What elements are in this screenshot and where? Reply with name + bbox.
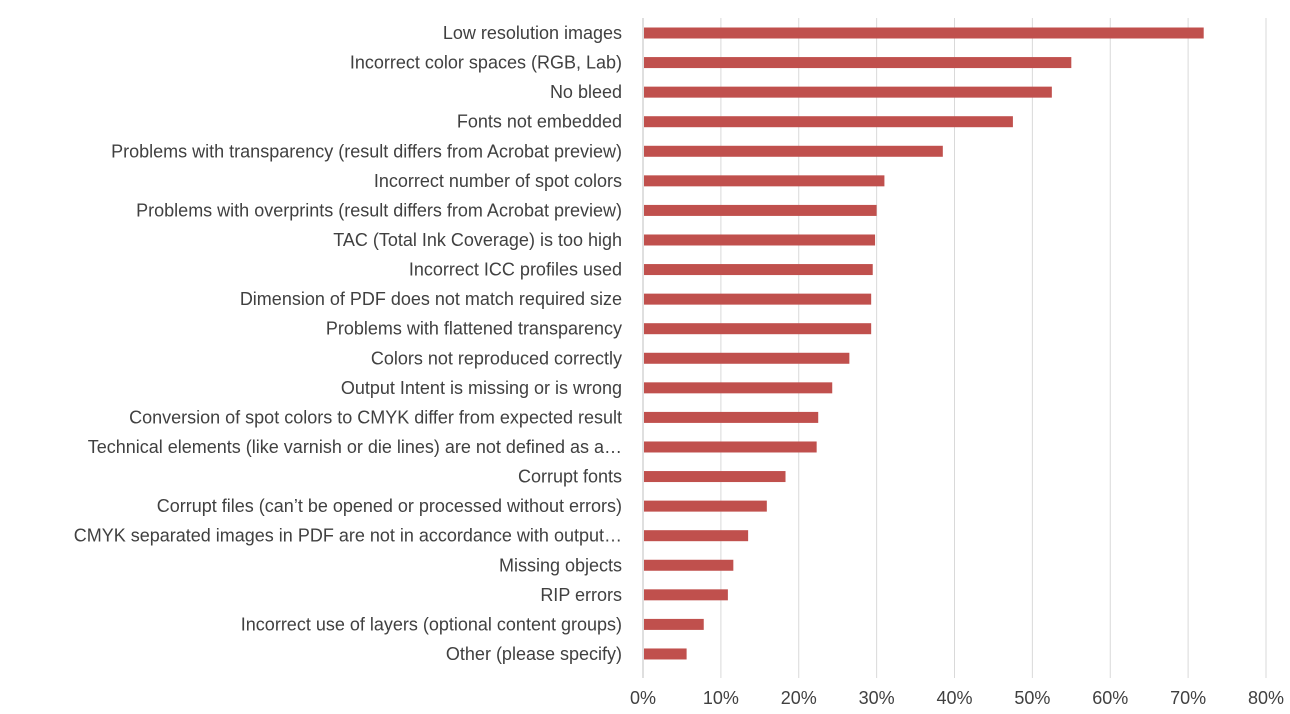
- category-label: Incorrect use of layers (optional conten…: [241, 614, 622, 634]
- category-label: TAC (Total Ink Coverage) is too high: [333, 230, 622, 250]
- x-tick-label: 40%: [936, 688, 972, 708]
- bar: [644, 175, 885, 187]
- x-tick-label: 70%: [1170, 688, 1206, 708]
- x-tick-label: 10%: [703, 688, 739, 708]
- bar: [644, 500, 767, 512]
- x-tick-label: 50%: [1014, 688, 1050, 708]
- x-tick-label: 60%: [1092, 688, 1128, 708]
- category-label: No bleed: [550, 82, 622, 102]
- category-label: Conversion of spot colors to CMYK differ…: [129, 407, 622, 427]
- category-label: Dimension of PDF does not match required…: [240, 289, 622, 309]
- bar: [644, 648, 687, 660]
- category-label: Corrupt files (can’t be opened or proces…: [157, 496, 622, 516]
- x-tick-label: 20%: [781, 688, 817, 708]
- bar: [644, 441, 817, 453]
- bars: [644, 27, 1204, 660]
- bar: [644, 145, 943, 157]
- bar: [644, 411, 819, 423]
- category-label: Other (please specify): [446, 644, 622, 664]
- category-label: Incorrect number of spot colors: [374, 171, 622, 191]
- bar: [644, 234, 876, 246]
- bar: [644, 559, 734, 571]
- x-tick-label: 30%: [859, 688, 895, 708]
- bar: [644, 382, 833, 394]
- category-label: Problems with transparency (result diffe…: [111, 141, 622, 161]
- x-tick-label: 80%: [1248, 688, 1284, 708]
- bar: [644, 116, 1013, 128]
- category-label: Problems with overprints (result differs…: [136, 200, 622, 220]
- category-label: Problems with flattened transparency: [326, 319, 622, 339]
- x-axis-tick-labels: 0% 10% 20% 30% 40% 50% 60% 70% 80%: [630, 688, 1284, 708]
- bar: [644, 618, 704, 630]
- category-label: Incorrect color spaces (RGB, Lab): [350, 53, 622, 73]
- bar: [644, 589, 728, 601]
- gridlines: [642, 18, 1267, 678]
- bar: [644, 530, 749, 542]
- category-label: Incorrect ICC profiles used: [409, 260, 622, 280]
- category-label: Colors not reproduced correctly: [371, 348, 622, 368]
- category-label: RIP errors: [540, 585, 622, 605]
- bar: [644, 323, 872, 335]
- category-label: Corrupt fonts: [518, 467, 622, 487]
- bar: [644, 352, 850, 364]
- bar: [644, 204, 877, 216]
- x-tick-label: 0%: [630, 688, 656, 708]
- bar: [644, 264, 873, 276]
- bar: [644, 57, 1072, 69]
- category-label: Fonts not embedded: [457, 112, 622, 132]
- category-label: Output Intent is missing or is wrong: [341, 378, 622, 398]
- bar: [644, 471, 786, 483]
- category-label: CMYK separated images in PDF are not in …: [74, 526, 622, 546]
- category-label: Low resolution images: [443, 23, 622, 43]
- bar: [644, 86, 1052, 98]
- category-label: Technical elements (like varnish or die …: [88, 437, 622, 457]
- bar: [644, 293, 872, 305]
- category-label: Missing objects: [499, 555, 622, 575]
- category-labels: Low resolution images Incorrect color spa…: [74, 23, 622, 664]
- bar: [644, 27, 1204, 39]
